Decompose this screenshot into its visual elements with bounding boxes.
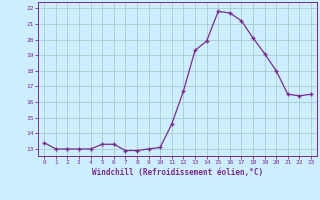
X-axis label: Windchill (Refroidissement éolien,°C): Windchill (Refroidissement éolien,°C) [92, 168, 263, 177]
